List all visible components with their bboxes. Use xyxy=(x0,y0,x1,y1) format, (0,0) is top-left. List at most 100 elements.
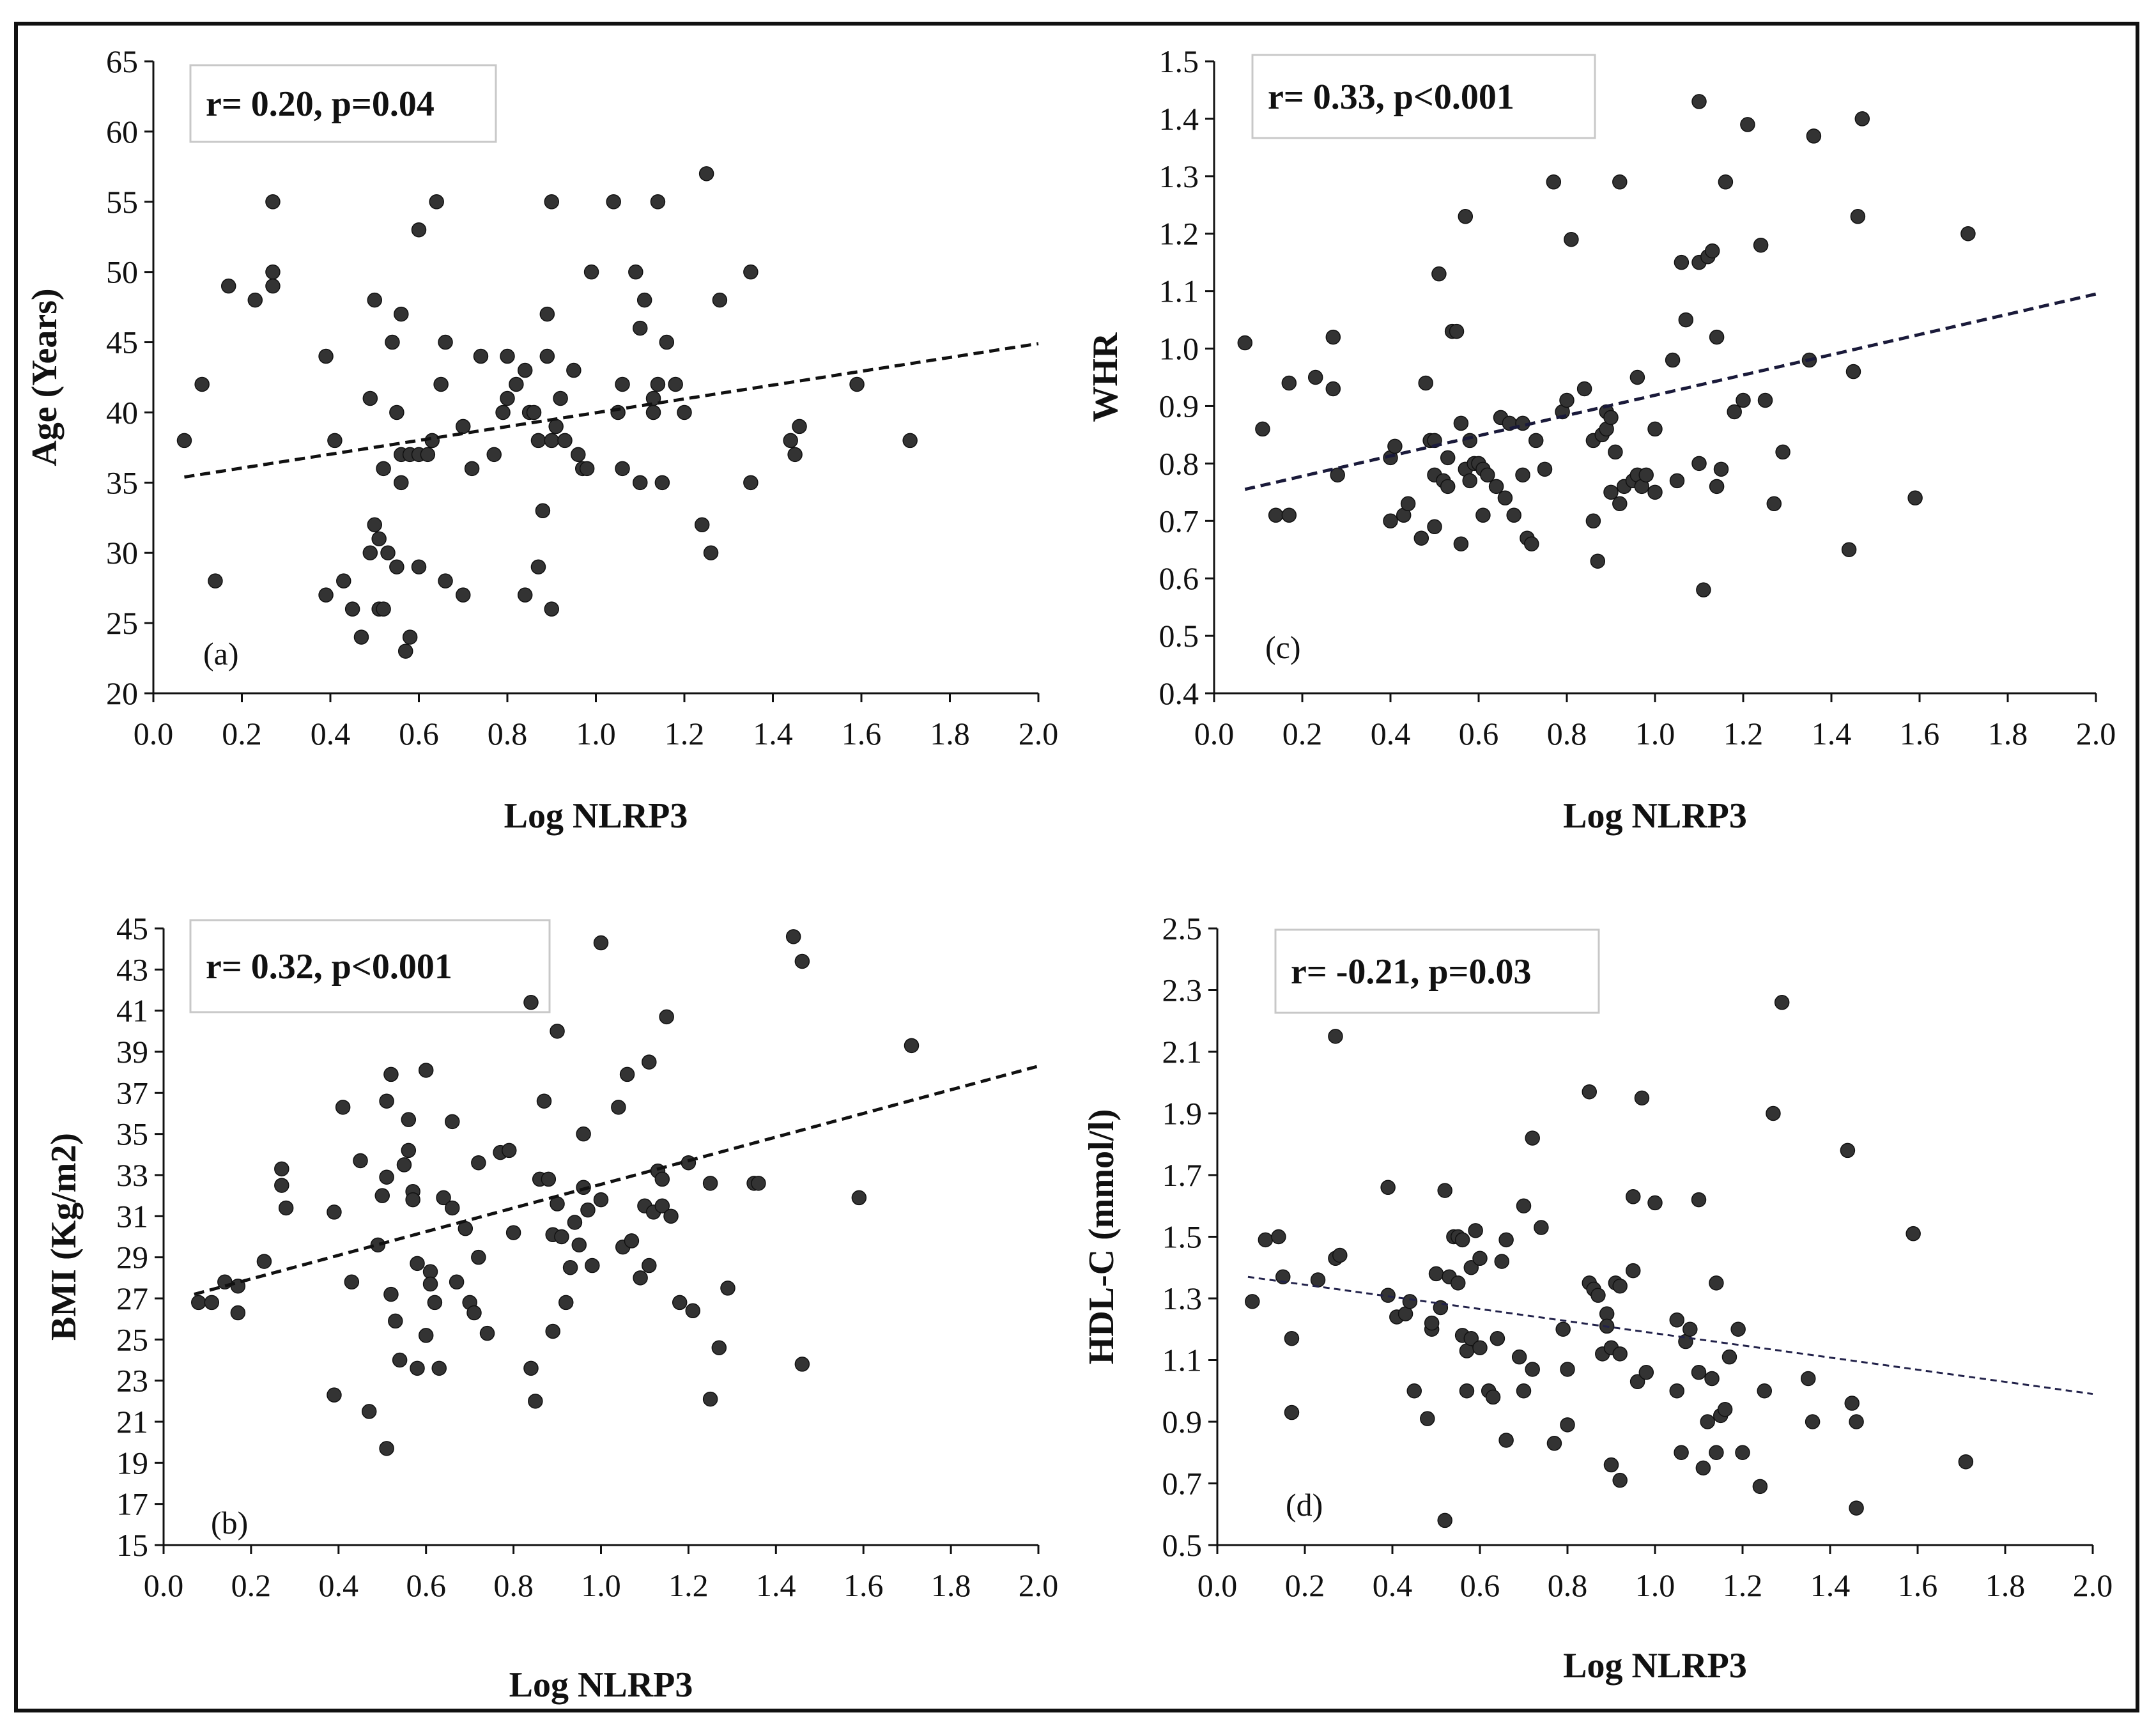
data-point xyxy=(792,419,807,435)
data-point xyxy=(1516,1383,1532,1399)
data-point xyxy=(379,1441,394,1456)
data-point xyxy=(628,264,643,280)
panel-a: 20 25 30 35 40 45 50 55 60 65 0.0 0.2 0.4 0.6 0.8 1.0 1.… xyxy=(25,43,1058,836)
data-point xyxy=(1704,243,1720,259)
data-point xyxy=(327,1204,342,1220)
data-point xyxy=(380,545,396,560)
data-point xyxy=(1603,410,1619,426)
data-point xyxy=(429,194,444,210)
x-tick-label: 0.8 xyxy=(488,716,528,751)
data-point xyxy=(1255,421,1270,437)
data-point xyxy=(1459,1383,1475,1399)
data-point xyxy=(1284,1330,1300,1346)
data-point xyxy=(344,601,360,617)
data-point xyxy=(1451,1275,1466,1291)
data-point xyxy=(389,559,404,574)
data-point xyxy=(505,1225,521,1240)
data-point xyxy=(1383,513,1398,529)
data-point xyxy=(1612,496,1628,512)
data-point xyxy=(672,1295,688,1311)
data-point xyxy=(1475,507,1491,523)
data-point xyxy=(1437,1512,1452,1528)
stat-annotation: r= 0.20, p=0.04 xyxy=(206,84,435,124)
x-tick-label: 0.4 xyxy=(311,716,351,751)
data-point xyxy=(274,1178,289,1193)
data-point xyxy=(191,1295,206,1311)
data-point xyxy=(367,292,382,308)
x-tick-label: 1.0 xyxy=(581,1567,621,1603)
y-tick-label: 45 xyxy=(116,911,148,946)
x-tick-label: 1.2 xyxy=(1723,1567,1763,1603)
data-point xyxy=(1801,1371,1816,1387)
data-point xyxy=(1674,1445,1689,1460)
x-axis-title: Log NLRP3 xyxy=(504,796,688,836)
data-point xyxy=(1271,1229,1286,1245)
data-point xyxy=(1498,1433,1514,1448)
data-point xyxy=(610,404,626,420)
x-tick-label: 1.0 xyxy=(576,716,616,751)
data-point xyxy=(217,1274,233,1290)
data-point xyxy=(1516,1198,1532,1213)
y-tick-label: 33 xyxy=(116,1157,148,1193)
x-tick-label: 0.4 xyxy=(1373,1567,1413,1603)
data-point xyxy=(495,404,511,420)
y-axis-title: HDL-C (mmol/l) xyxy=(1082,1109,1121,1365)
data-point xyxy=(449,1274,465,1290)
data-point xyxy=(794,1357,810,1372)
y-tick-label: 0.9 xyxy=(1162,1404,1203,1440)
data-point xyxy=(1906,1226,1921,1242)
data-point xyxy=(1766,1105,1781,1121)
data-point xyxy=(659,334,675,350)
data-point xyxy=(1387,438,1403,454)
stat-box xyxy=(1274,928,1600,1014)
y-tick-label: 1.3 xyxy=(1162,1281,1203,1316)
data-point xyxy=(593,935,609,951)
data-point xyxy=(571,1237,587,1253)
data-point xyxy=(1325,329,1341,345)
data-point xyxy=(1907,490,1923,506)
data-point xyxy=(397,643,413,659)
x-tick-label: 0.6 xyxy=(406,1567,446,1603)
data-point xyxy=(379,1093,394,1109)
data-point xyxy=(1713,461,1729,477)
data-point xyxy=(1638,1365,1654,1380)
data-point xyxy=(1700,1414,1715,1429)
data-point xyxy=(1691,1192,1707,1208)
data-point xyxy=(1805,1414,1821,1429)
data-point xyxy=(1440,479,1456,495)
data-point xyxy=(1647,1195,1663,1211)
x-tick-label: 1.4 xyxy=(1812,716,1852,751)
data-point xyxy=(410,1360,425,1376)
data-point xyxy=(711,1340,727,1355)
y-tick-label: 29 xyxy=(116,1240,148,1275)
data-point xyxy=(1841,542,1857,557)
data-point xyxy=(523,1360,539,1376)
data-point xyxy=(405,1192,420,1208)
x-tick-label: 1.6 xyxy=(842,716,882,751)
y-tick-label: 1.4 xyxy=(1159,101,1199,137)
data-point xyxy=(471,1249,486,1265)
data-point xyxy=(362,390,378,406)
data-point xyxy=(1525,1362,1540,1377)
data-point xyxy=(654,475,670,491)
data-point xyxy=(1332,1247,1348,1263)
data-point xyxy=(685,1303,700,1319)
x-tick-label: 1.8 xyxy=(1988,716,2028,751)
data-point xyxy=(1420,1411,1435,1426)
data-point xyxy=(558,1295,574,1311)
data-point xyxy=(1603,1457,1619,1473)
y-tick-label: 1.2 xyxy=(1159,216,1199,252)
data-point xyxy=(445,1114,460,1130)
y-tick-label: 1.0 xyxy=(1159,331,1199,367)
data-point xyxy=(668,376,683,392)
data-point xyxy=(1727,404,1742,420)
data-point xyxy=(1462,433,1477,449)
data-point xyxy=(464,461,480,477)
data-point xyxy=(388,1313,403,1329)
data-point xyxy=(204,1295,220,1311)
data-point xyxy=(1753,237,1769,253)
stat-box xyxy=(189,919,551,1013)
data-point xyxy=(1488,479,1504,495)
data-point xyxy=(1721,1349,1737,1365)
data-point xyxy=(396,1157,412,1173)
